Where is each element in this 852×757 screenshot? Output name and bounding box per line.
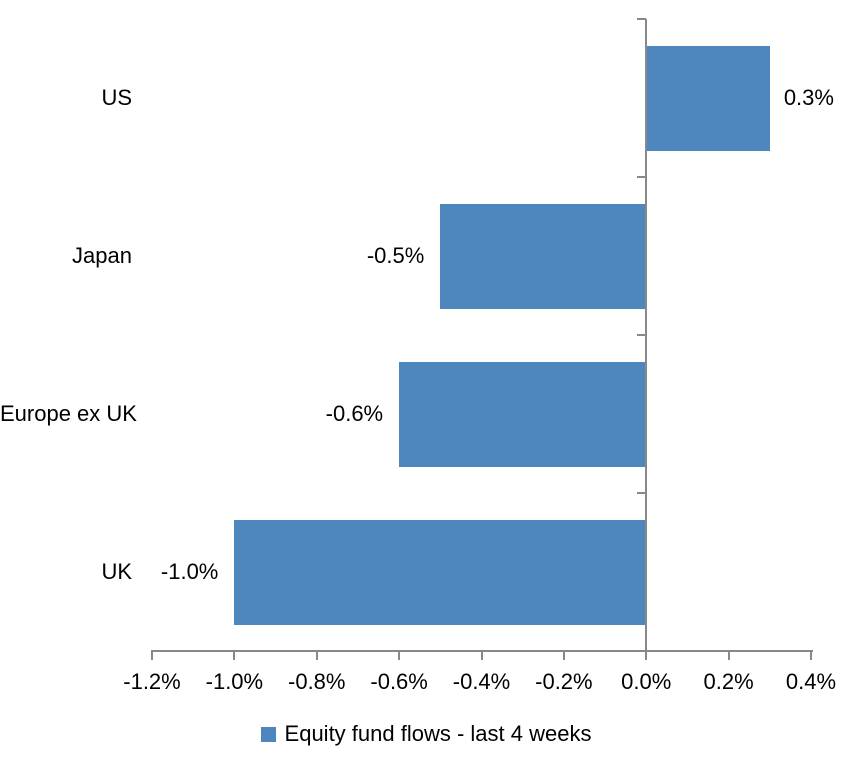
category-axis-tick [637, 334, 646, 336]
legend-swatch [260, 726, 276, 742]
data-label-japan: -0.5% [366, 243, 425, 268]
x-axis-tick [562, 650, 565, 660]
bar-europe-ex-uk [399, 361, 647, 467]
x-tick-label: -0.4% [452, 669, 511, 694]
x-axis-tick [810, 650, 812, 660]
x-axis-tick [151, 650, 153, 660]
x-tick-label: 0.0% [621, 669, 672, 694]
value-axis-line [152, 650, 813, 652]
category-label-japan: Japan [72, 243, 132, 268]
legend-label: Equity fund flows - last 4 weeks [284, 721, 592, 746]
x-tick-label: -0.6% [370, 669, 428, 694]
x-tick-label: -1.0% [205, 669, 264, 694]
x-tick-label: 0.4% [785, 669, 837, 694]
x-axis-tick [645, 650, 648, 660]
category-label-us: US [101, 85, 132, 110]
category-axis-tick [637, 18, 646, 20]
x-tick-label: -0.2% [535, 669, 593, 694]
data-label-us: 0.3% [783, 85, 834, 110]
category-label-uk: UK [101, 559, 132, 584]
bar-uk [234, 519, 647, 625]
x-tick-label: 0.2% [703, 669, 754, 694]
x-tick-label: -0.8% [288, 669, 346, 694]
bar-japan [440, 203, 647, 309]
x-axis-tick [398, 650, 401, 660]
category-axis-tick [637, 176, 646, 178]
bar-us [646, 45, 770, 151]
data-label-uk: -1.0% [160, 559, 219, 584]
legend: Equity fund flows - last 4 weeks [0, 721, 852, 747]
x-axis-tick [233, 650, 236, 660]
x-axis-tick [727, 650, 730, 660]
x-tick-label: -1.2% [123, 669, 181, 694]
x-axis-tick [315, 650, 318, 660]
category-axis-tick [637, 492, 646, 494]
data-label-europe-ex-uk: -0.6% [325, 401, 384, 426]
category-axis-tick [637, 650, 646, 652]
category-axis-line [645, 19, 647, 652]
x-axis-tick [480, 650, 483, 660]
category-label-europe-ex-uk: Europe ex UK [0, 401, 137, 426]
